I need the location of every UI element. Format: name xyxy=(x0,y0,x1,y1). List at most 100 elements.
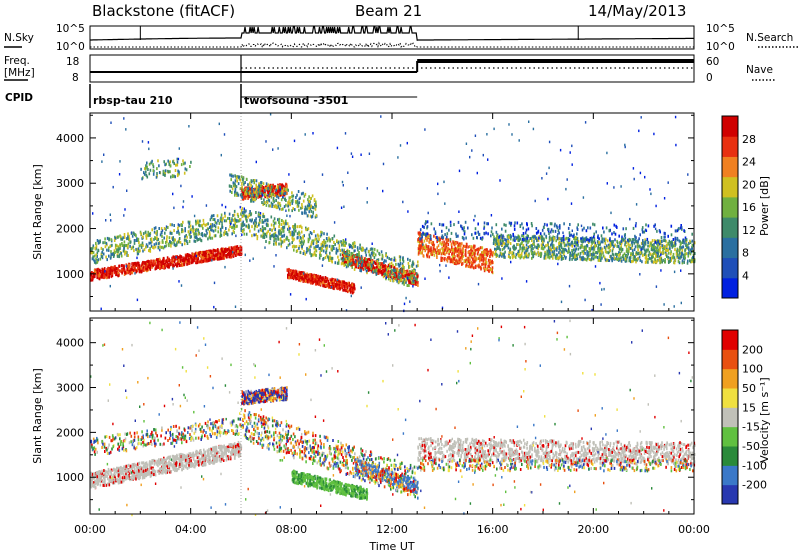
power-cell xyxy=(358,261,360,264)
power-cell xyxy=(98,274,100,277)
power-cell xyxy=(519,247,521,250)
power-cell xyxy=(231,232,233,235)
power-cell xyxy=(315,205,317,208)
power-cell xyxy=(293,249,295,252)
freq-lt-bottom: 8 xyxy=(72,72,79,84)
power-cell xyxy=(341,244,343,247)
power-cell xyxy=(295,201,297,204)
power-cell xyxy=(278,231,280,234)
power-cell xyxy=(127,232,129,235)
power-cell xyxy=(188,222,190,225)
power-cell xyxy=(403,269,405,272)
power-cell xyxy=(155,242,157,245)
power-cell xyxy=(314,198,316,201)
power-cell xyxy=(655,254,657,257)
power-cell xyxy=(315,234,317,237)
freq-left-label-1: Freq. xyxy=(4,55,30,67)
power-cell xyxy=(250,213,252,216)
power-cell xyxy=(408,284,410,287)
power-cell xyxy=(311,243,313,246)
power-cell xyxy=(480,246,482,249)
power-cell xyxy=(455,260,457,263)
power-cell xyxy=(135,233,137,236)
power-cell xyxy=(259,219,261,222)
power-cell xyxy=(267,201,269,204)
power-cell xyxy=(286,185,288,188)
power-cell xyxy=(225,227,227,230)
power-cell xyxy=(120,243,122,246)
power-cell xyxy=(305,228,307,231)
power-cell xyxy=(136,239,138,242)
power-cell xyxy=(467,257,469,260)
power-cell xyxy=(373,252,375,255)
power-cell xyxy=(159,245,161,248)
power-cell xyxy=(278,243,280,246)
power-cell xyxy=(253,181,255,184)
power-cell xyxy=(162,262,164,265)
power-cell xyxy=(651,256,653,259)
power-cell xyxy=(188,230,190,233)
power-cell xyxy=(165,241,167,244)
power-cell xyxy=(261,187,263,190)
power-cell xyxy=(437,252,439,255)
power-cell xyxy=(195,257,197,260)
power-cell xyxy=(94,269,96,272)
power-cell xyxy=(271,196,273,199)
power-cell xyxy=(620,256,622,259)
power-cell xyxy=(398,273,400,276)
power-cell xyxy=(467,246,469,249)
power-cell xyxy=(439,242,441,245)
power-cell xyxy=(288,239,290,242)
power-cell xyxy=(421,252,423,255)
power-cell xyxy=(321,247,323,250)
power-cell xyxy=(234,227,236,230)
power-cell xyxy=(233,230,235,233)
power-cell xyxy=(162,241,164,244)
power-cell xyxy=(411,264,413,267)
noise-ytick-bottom: 10^0 xyxy=(56,41,85,53)
power-cell xyxy=(267,230,269,233)
power-cell xyxy=(323,240,325,243)
power-cell xyxy=(217,214,219,217)
power-cell xyxy=(409,265,411,268)
noise-rtick-bottom: 10^0 xyxy=(706,41,735,53)
power-cell xyxy=(146,265,148,268)
power-cell xyxy=(279,202,281,205)
power-cell xyxy=(482,258,484,261)
power-cell xyxy=(254,198,256,201)
power-cell xyxy=(310,205,312,208)
power-cell xyxy=(266,235,268,238)
power-cell xyxy=(308,276,310,279)
power-cell xyxy=(192,253,194,256)
power-cell xyxy=(316,214,318,217)
power-cell xyxy=(291,233,293,236)
power-cell xyxy=(167,258,169,261)
power-cell xyxy=(205,260,207,263)
power-cell xyxy=(306,208,308,211)
power-cell xyxy=(653,243,655,246)
power-cell xyxy=(187,242,189,245)
power-cell xyxy=(285,220,287,223)
power-cell xyxy=(115,267,117,270)
power-cell xyxy=(340,284,342,287)
power-cell xyxy=(229,190,231,193)
power-cell xyxy=(91,247,93,250)
power-cell xyxy=(649,257,651,260)
power-cell xyxy=(351,266,353,269)
power-cell xyxy=(102,241,104,244)
power-cell xyxy=(443,252,445,255)
power-cell xyxy=(315,254,317,257)
power-cell xyxy=(288,268,290,271)
power-cell xyxy=(321,233,323,236)
power-cell xyxy=(647,245,649,248)
power-cell xyxy=(401,270,403,273)
power-cell xyxy=(161,235,163,238)
power-cell xyxy=(297,236,299,239)
power-cell xyxy=(481,255,483,258)
power-cell xyxy=(209,257,211,260)
power-cell xyxy=(294,226,296,229)
power-cell xyxy=(213,214,215,217)
power-cell xyxy=(138,238,140,241)
power-cell xyxy=(374,256,376,259)
power-cell xyxy=(457,250,459,253)
